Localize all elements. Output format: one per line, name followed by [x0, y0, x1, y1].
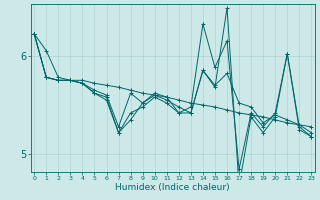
- X-axis label: Humidex (Indice chaleur): Humidex (Indice chaleur): [116, 183, 230, 192]
